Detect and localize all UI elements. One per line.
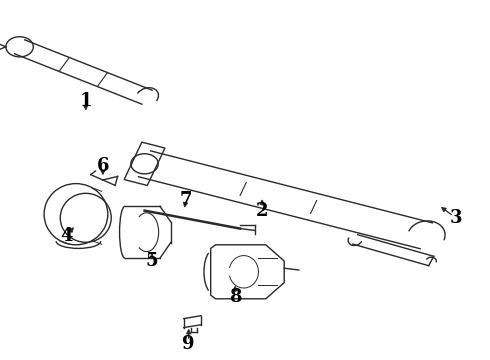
Text: 2: 2: [256, 202, 269, 220]
Text: 9: 9: [182, 335, 195, 353]
Text: 3: 3: [449, 209, 462, 227]
Text: 6: 6: [97, 157, 109, 175]
Text: 1: 1: [79, 92, 92, 110]
Text: 8: 8: [229, 288, 242, 306]
Text: 4: 4: [60, 227, 73, 245]
Text: 7: 7: [180, 191, 193, 209]
Text: 5: 5: [146, 252, 158, 270]
